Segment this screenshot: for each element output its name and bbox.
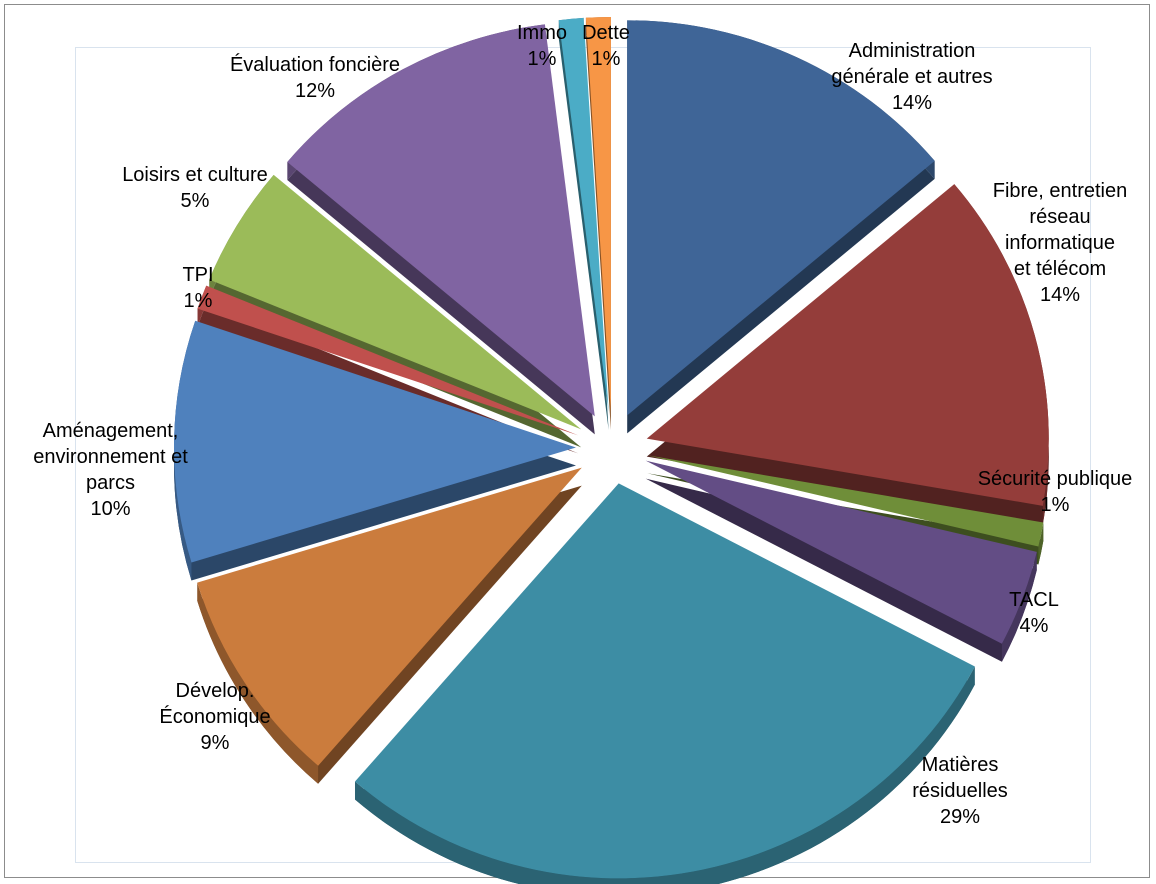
label-matieres: Matières résiduelles 29%	[870, 752, 1050, 830]
label-dette: Dette 1%	[574, 20, 638, 72]
label-amenagement: Aménagement, environnement et parcs 10%	[8, 418, 213, 522]
slice-administration	[627, 20, 935, 416]
slice-tacl	[645, 460, 1037, 644]
slice-side-immo	[558, 35, 609, 431]
slice-edge-develop	[197, 582, 319, 784]
slice-amenagement	[174, 320, 577, 563]
label-matieres-line1: Matières	[921, 754, 999, 776]
slice-fibre	[646, 184, 1049, 506]
slice-edge-securite	[1038, 522, 1044, 565]
label-evaluation-pct: 12%	[294, 80, 336, 102]
label-tpi-pct: 1%	[183, 290, 213, 312]
label-fibre-line4: et télécom	[1013, 258, 1107, 280]
label-matieres-pct: 29%	[939, 806, 981, 828]
slice-securite	[647, 455, 1044, 547]
label-administration-line1: Administration	[848, 40, 976, 62]
label-immo-pct: 1%	[527, 48, 557, 70]
label-matieres-line2: résiduelles	[912, 780, 1008, 802]
label-tpi-line1: TPI	[182, 264, 214, 286]
label-tacl-line1: TACL	[1009, 589, 1059, 611]
label-amenagement-line1: Aménagement,	[42, 420, 179, 442]
label-loisirs: Loisirs et culture 5%	[95, 162, 295, 214]
slice-matieres	[354, 483, 975, 879]
label-fibre-line1: Fibre, entretien	[992, 180, 1128, 202]
slice-develop	[197, 467, 582, 766]
label-amenagement-line3: parcs	[86, 472, 135, 494]
slice-side-tacl	[645, 478, 1037, 662]
label-evaluation-line1: Évaluation foncière	[229, 54, 401, 76]
label-amenagement-line2: environnement et	[33, 446, 188, 468]
label-administration-line2: générale et autres	[831, 66, 993, 88]
label-develop: Dévelop. Économique 9%	[130, 678, 300, 756]
label-administration: Administration générale et autres 14%	[812, 38, 1012, 116]
label-dette-pct: 1%	[591, 48, 621, 70]
label-loisirs-line1: Loisirs et culture	[122, 164, 268, 186]
slice-loisirs	[209, 174, 582, 430]
label-tacl-pct: 4%	[1019, 615, 1049, 637]
slice-immo	[558, 17, 609, 413]
label-develop-line2: Économique	[159, 706, 271, 728]
slice-dette	[585, 17, 611, 413]
label-amenagement-pct: 10%	[90, 498, 131, 520]
label-fibre-pct: 14%	[1039, 284, 1081, 306]
label-administration-pct: 14%	[891, 92, 933, 114]
slice-evaluation	[287, 24, 595, 417]
label-develop-pct: 9%	[200, 732, 230, 754]
label-loisirs-pct: 5%	[180, 190, 210, 212]
label-evaluation: Évaluation foncière 12%	[200, 52, 430, 104]
label-securite-line1: Sécurité publique	[977, 468, 1133, 490]
slice-edge-matieres	[354, 666, 975, 884]
label-dette-line1: Dette	[582, 22, 630, 44]
label-immo: Immo 1%	[510, 20, 574, 72]
label-securite: Sécurité publique 1%	[955, 466, 1155, 518]
label-fibre-line3: informatique	[1004, 232, 1116, 254]
label-fibre-line2: réseau	[1029, 206, 1091, 228]
label-securite-pct: 1%	[1040, 494, 1070, 516]
label-develop-line1: Dévelop.	[175, 680, 255, 702]
label-tpi: TPI 1%	[158, 262, 238, 314]
label-fibre: Fibre, entretien réseau informatique et …	[970, 178, 1150, 308]
slice-side-tpi	[197, 303, 579, 454]
label-immo-line1: Immo	[517, 22, 567, 44]
slice-edge-tacl	[1001, 551, 1037, 662]
label-tacl: TACL 4%	[994, 587, 1074, 639]
slice-tpi	[197, 285, 579, 436]
